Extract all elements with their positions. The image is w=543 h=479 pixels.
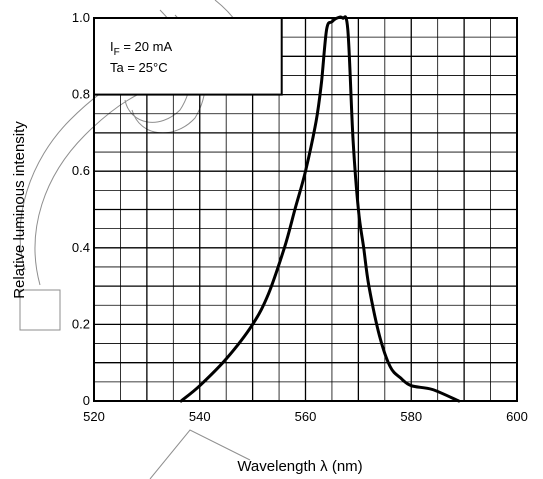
x-tick-label: 600 bbox=[506, 409, 528, 424]
x-tick-labels: 520 540 560 580 600 bbox=[83, 409, 528, 424]
y-tick-label: 0 bbox=[83, 393, 90, 408]
y-tick-label: 0.4 bbox=[72, 240, 90, 255]
y-tick-label: 0.2 bbox=[72, 316, 90, 331]
legend-line-1: IF = 20 mA bbox=[110, 39, 172, 58]
series-curve bbox=[179, 15, 461, 403]
x-tick-label: 580 bbox=[400, 409, 422, 424]
y-tick-label: 0.6 bbox=[72, 163, 90, 178]
x-axis-label: Wavelength λ (nm) bbox=[237, 458, 362, 475]
x-tick-label: 540 bbox=[189, 409, 211, 424]
y-tick-label: 1.0 bbox=[72, 10, 90, 25]
y-tick-label: 0.8 bbox=[72, 87, 90, 102]
legend-line-2: Ta = 25°C bbox=[110, 60, 168, 75]
legend-box bbox=[93, 17, 283, 96]
x-tick-label: 560 bbox=[295, 409, 317, 424]
y-axis-label: Relative luminous intensity bbox=[11, 121, 28, 299]
y-tick-labels: 0 0.2 0.4 0.6 0.8 1.0 bbox=[72, 10, 90, 408]
plot-frame bbox=[93, 17, 518, 402]
x-tick-label: 520 bbox=[83, 409, 105, 424]
